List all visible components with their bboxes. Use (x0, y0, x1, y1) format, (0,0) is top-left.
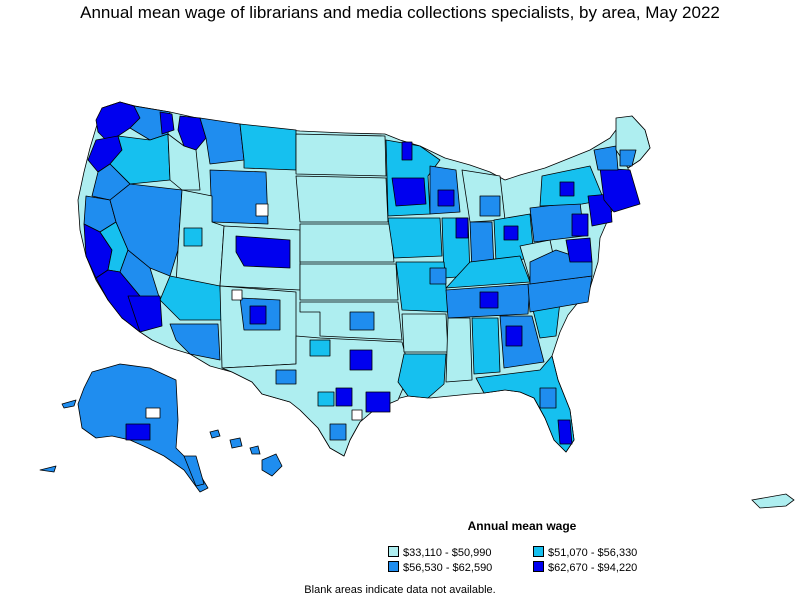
puerto-rico (751, 493, 795, 509)
region-spokane (159, 111, 175, 135)
data-availability-note: Blank areas indicate data not available. (304, 584, 496, 596)
region-south-dakota (295, 175, 389, 223)
region-houston (365, 391, 391, 413)
region-dc (565, 237, 593, 263)
region-florida-mid (539, 387, 557, 409)
region-philadelphia (571, 213, 589, 237)
region-idaho (167, 133, 201, 191)
region-tx-mid (317, 391, 335, 407)
region-minneapolis (391, 177, 427, 207)
region-new-england (599, 167, 641, 213)
region-chicago (455, 217, 469, 239)
region-stlouis (429, 267, 447, 285)
region-wa-west (95, 101, 141, 141)
region-nm-blank (231, 289, 243, 301)
alaska (39, 363, 209, 493)
region-tx-blank (351, 409, 363, 421)
contiguous-us (77, 101, 651, 457)
region-louisiana (397, 353, 447, 399)
region-okc (349, 311, 375, 331)
region-dallas (349, 349, 373, 371)
legend-item-1: $33,110 - $50,990 (388, 546, 491, 559)
region-florida (475, 355, 575, 453)
legend-item-2: $51,070 - $56,330 (533, 546, 637, 559)
region-juneau (183, 455, 205, 487)
region-mississippi (445, 317, 473, 383)
region-arkansas (401, 313, 449, 353)
region-salt-lake (183, 227, 203, 247)
region-montana-east (239, 123, 297, 171)
legend-label-4: $62,670 - $94,220 (548, 562, 638, 574)
region-tx-panhandle (309, 339, 331, 357)
legend-swatch-4 (533, 561, 544, 572)
legend-label-3: $56,530 - $62,590 (403, 562, 493, 574)
region-wyoming-blank (255, 203, 269, 217)
region-north-dakota (295, 133, 387, 177)
region-santa-fe (249, 305, 267, 325)
region-phoenix (127, 295, 163, 333)
hawaii (209, 429, 283, 477)
region-mn-north (401, 141, 413, 161)
legend-item-3: $56,530 - $62,590 (388, 561, 492, 574)
legend-label-1: $33,110 - $50,990 (403, 547, 492, 559)
region-detroit (479, 195, 501, 217)
region-honolulu (229, 437, 243, 449)
region-miami (557, 419, 573, 445)
region-madison (437, 189, 455, 207)
region-nebraska (299, 223, 395, 263)
region-maui (249, 445, 261, 455)
region-kauai (209, 429, 221, 439)
region-vermont-nh (593, 145, 619, 171)
region-kansas (299, 263, 399, 301)
region-nashville (479, 291, 499, 309)
region-hawaii-big (261, 453, 283, 477)
map-title: Annual mean wage of librarians and media… (80, 3, 720, 22)
region-tx-west (275, 369, 297, 385)
legend-swatch-1 (388, 546, 399, 557)
region-alaska-blank (145, 407, 161, 419)
region-austin (335, 387, 353, 407)
region-arizona-north (159, 275, 223, 321)
legend-label-2: $51,070 - $56,330 (548, 547, 638, 559)
legend-swatch-2 (533, 546, 544, 557)
aleutians (39, 399, 77, 473)
region-oregon-east (109, 133, 171, 185)
region-tx-south (329, 423, 347, 441)
region-denver (235, 235, 291, 269)
region-montana-west (199, 117, 245, 165)
region-upstate-ny (559, 181, 575, 197)
region-columbus (503, 225, 519, 241)
legend-title: Annual mean wage (467, 519, 577, 533)
region-anchorage (125, 423, 151, 441)
region-iowa (387, 217, 443, 259)
legend-item-4: $62,670 - $94,220 (533, 561, 637, 574)
region-maine-south (619, 149, 637, 167)
region-puerto-rico (751, 493, 795, 509)
legend-swatch-3 (388, 561, 399, 572)
region-alabama (471, 317, 501, 375)
region-atlanta (505, 325, 523, 347)
region-arizona-south (169, 323, 221, 361)
